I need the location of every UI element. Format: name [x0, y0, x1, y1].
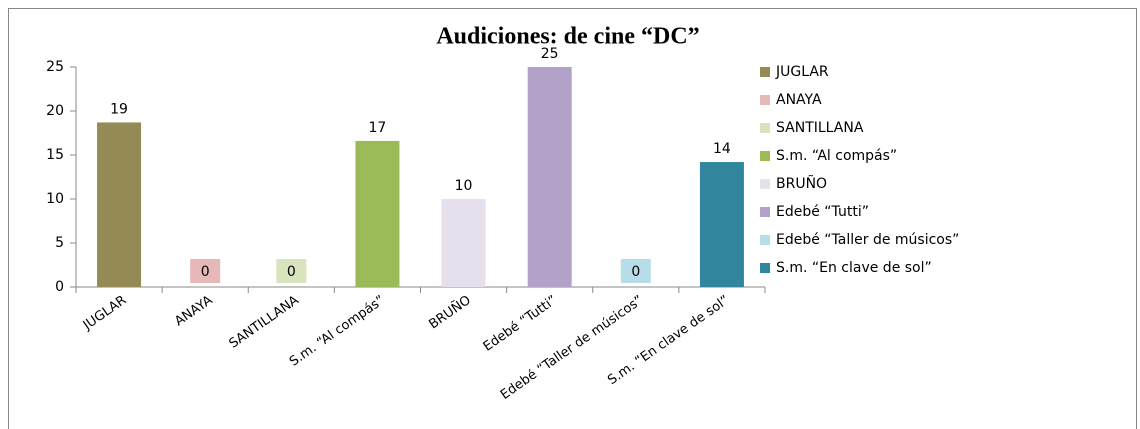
legend-swatch	[760, 95, 770, 105]
legend-label: Edebé “Taller de músicos”	[776, 232, 959, 248]
legend-swatch	[760, 151, 770, 161]
legend-label: Edebé “Tutti”	[776, 204, 869, 220]
legend-swatch	[760, 67, 770, 77]
bar	[699, 162, 744, 287]
legend-label: SANTILLANA	[776, 120, 864, 136]
y-tick-label: 0	[55, 279, 64, 295]
y-tick-label: 10	[46, 191, 64, 207]
value-label: 19	[110, 101, 128, 117]
legend-label: ANAYA	[776, 92, 822, 108]
legend-label: S.m. “En clave de sol”	[776, 260, 932, 276]
value-label: 10	[455, 178, 473, 194]
value-label: 14	[713, 141, 731, 157]
value-label: 17	[369, 120, 387, 136]
legend-label: BRUÑO	[776, 175, 827, 192]
y-tick-label: 25	[46, 59, 64, 75]
legend-swatch	[760, 207, 770, 217]
y-tick-label: 20	[46, 103, 64, 119]
value-label: 0	[631, 264, 640, 280]
y-tick-label: 15	[46, 147, 64, 163]
y-tick-label: 5	[55, 235, 64, 251]
bar	[441, 199, 486, 287]
bar	[527, 67, 572, 287]
value-label: 0	[287, 264, 296, 280]
legend-swatch	[760, 263, 770, 273]
legend-swatch	[760, 123, 770, 133]
legend-label: JUGLAR	[775, 64, 829, 80]
bar	[355, 140, 400, 287]
value-label-box	[190, 259, 221, 283]
chart-title: Audiciones: de cine “DC”	[436, 24, 699, 50]
value-label: 0	[201, 264, 210, 280]
value-label: 25	[541, 46, 559, 62]
bar	[97, 122, 142, 287]
chart-frame	[8, 8, 1137, 429]
legend-label: S.m. “Al compás”	[776, 148, 897, 164]
legend-swatch	[760, 235, 770, 245]
legend-swatch	[760, 179, 770, 189]
value-label-box	[276, 259, 307, 283]
value-label-box	[620, 259, 651, 283]
